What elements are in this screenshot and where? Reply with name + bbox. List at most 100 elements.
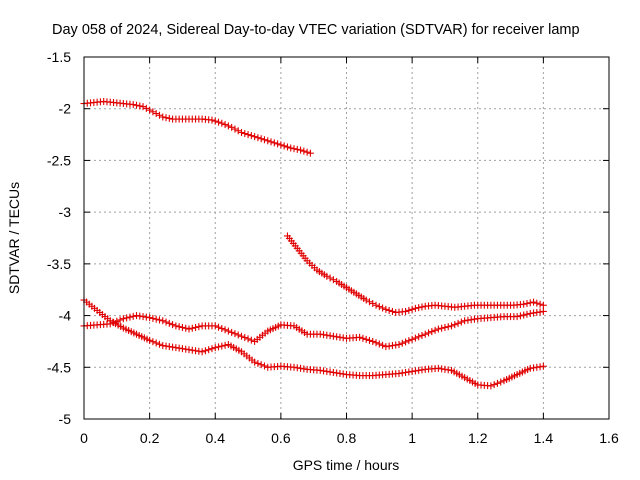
data-point-interp xyxy=(379,341,387,349)
data-point-interp xyxy=(221,341,229,349)
data-point xyxy=(411,304,419,312)
data-point-interp xyxy=(431,326,439,334)
data-point xyxy=(487,382,495,390)
data-point-interp xyxy=(241,130,249,138)
data-point-interp xyxy=(359,334,367,342)
data-point-interp xyxy=(110,319,118,327)
data-point-interp xyxy=(290,145,298,153)
y-tick-label: -2.5 xyxy=(47,152,71,168)
data-point-interp xyxy=(215,323,223,331)
data-point xyxy=(421,330,429,338)
data-point-interp xyxy=(329,276,337,284)
data-point-interp xyxy=(218,325,226,332)
data-point-interp xyxy=(228,328,236,336)
data-point-interp xyxy=(165,114,173,122)
data-point-interp xyxy=(126,313,134,321)
data-point-interp xyxy=(365,298,373,306)
data-point-interp xyxy=(375,303,383,311)
data-point-interp xyxy=(536,300,544,308)
data-point xyxy=(513,313,521,321)
data-point xyxy=(146,336,154,344)
y-tick-label: -3.5 xyxy=(47,256,71,272)
data-point-interp xyxy=(362,335,370,343)
data-point-interp xyxy=(178,323,186,331)
data-point xyxy=(172,322,180,330)
data-point-interp xyxy=(260,362,268,370)
data-points xyxy=(80,97,547,390)
data-point-interp xyxy=(523,310,531,318)
data-point-interp xyxy=(379,304,387,312)
data-point xyxy=(323,272,331,280)
data-point xyxy=(434,325,442,333)
data-point-interp xyxy=(123,314,131,322)
data-point xyxy=(539,301,547,309)
data-point-interp xyxy=(149,338,157,346)
x-tick-label: 1 xyxy=(408,430,416,446)
data-point-interp xyxy=(274,140,282,148)
data-point-interp xyxy=(162,114,170,122)
data-point-interp xyxy=(415,304,423,312)
data-point-interp xyxy=(497,378,505,386)
axis-ticks xyxy=(83,56,610,420)
data-point xyxy=(159,113,167,121)
data-point-interp xyxy=(215,118,223,126)
data-point-interp xyxy=(218,342,226,350)
data-point-interp xyxy=(375,340,383,348)
data-point-interp xyxy=(231,330,239,338)
data-point-interp xyxy=(418,303,426,311)
data-point xyxy=(251,358,259,366)
data-point-interp xyxy=(169,321,177,329)
data-point-interp xyxy=(136,102,144,110)
data-point-interp xyxy=(293,145,301,153)
data-point-interp xyxy=(201,347,209,355)
data-point-interp xyxy=(244,131,252,139)
x-axis-label: GPS time / hours xyxy=(293,457,400,473)
data-point xyxy=(228,123,236,131)
data-point xyxy=(129,101,137,109)
data-point xyxy=(356,333,364,341)
x-tick-label: 0 xyxy=(80,430,88,446)
data-point-interp xyxy=(142,104,150,112)
data-point-interp xyxy=(211,117,219,125)
data-point-interp xyxy=(149,314,157,322)
data-point-interp xyxy=(264,137,272,145)
x-tick-label: 1.2 xyxy=(468,430,488,446)
data-point-interp xyxy=(254,134,262,142)
x-tick-label: 0.4 xyxy=(206,430,226,446)
data-point xyxy=(369,337,377,345)
data-point xyxy=(146,314,154,322)
data-point-interp xyxy=(208,345,216,353)
data-point-interp xyxy=(254,359,262,367)
data-point xyxy=(408,335,416,343)
y-tick-label: -3 xyxy=(59,204,72,220)
y-tick-label: -1.5 xyxy=(47,49,71,65)
data-point-interp xyxy=(402,338,410,346)
data-point-interp xyxy=(129,312,137,320)
data-point-interp xyxy=(385,306,393,314)
data-point-interp xyxy=(152,110,160,118)
data-point-interp xyxy=(405,337,413,345)
x-tick-labels: 0 0.2 0.4 0.6 0.8 1 1.2 1.4 1.6 xyxy=(80,430,619,446)
data-point-interp xyxy=(493,379,501,387)
data-point xyxy=(530,298,538,306)
data-point xyxy=(139,103,147,111)
data-point-interp xyxy=(516,312,524,320)
data-point xyxy=(247,132,255,140)
y-tick-labels: -1.5 -2 -2.5 -3 -3.5 -4 -4.5 -5 xyxy=(47,49,71,427)
data-point xyxy=(539,307,547,315)
data-point-interp xyxy=(372,339,380,347)
data-point-interp xyxy=(405,306,413,314)
data-point-interp xyxy=(283,143,291,151)
y-tick-label: -4.5 xyxy=(47,359,71,375)
data-point-interp xyxy=(221,121,229,129)
data-point-interp xyxy=(260,136,268,144)
data-point-interp xyxy=(280,142,288,150)
data-point-interp xyxy=(454,319,462,327)
data-point xyxy=(372,301,380,309)
data-point-interp xyxy=(205,346,213,354)
data-point-interp xyxy=(133,101,140,109)
data-point-interp xyxy=(428,328,436,336)
data-point-interp xyxy=(152,339,160,347)
data-point xyxy=(208,116,216,124)
